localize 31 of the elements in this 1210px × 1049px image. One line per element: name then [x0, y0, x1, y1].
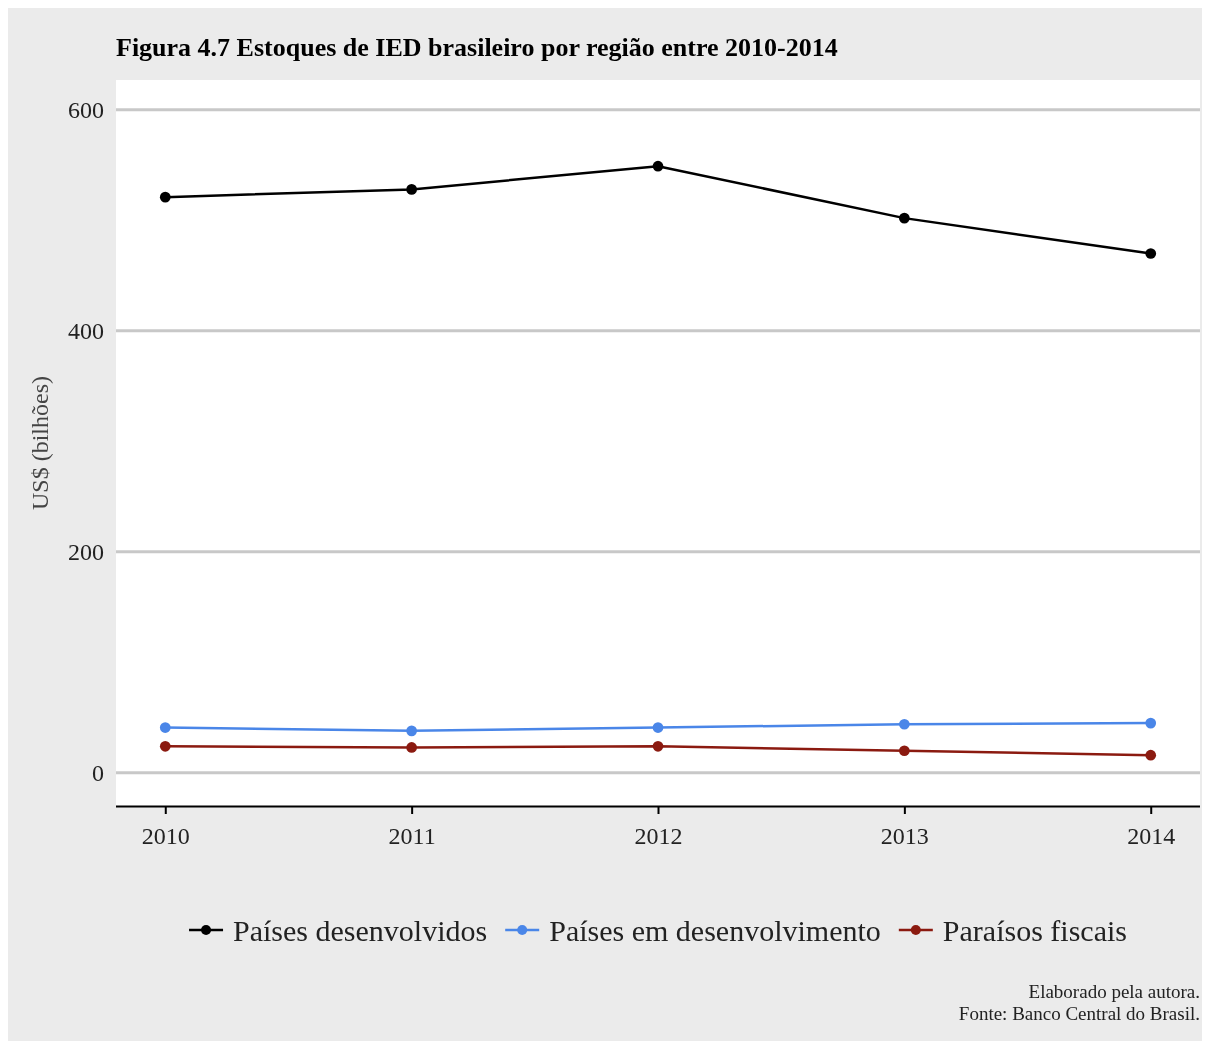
- y-tick-label: 0: [92, 760, 104, 787]
- point: [1145, 717, 1157, 729]
- legend-label: Paraísos fiscais: [942, 913, 1127, 947]
- point: [406, 725, 417, 737]
- y-tick-label: 600: [68, 97, 104, 124]
- y-tick-label: 400: [68, 318, 104, 345]
- point: [159, 740, 171, 752]
- point: [652, 160, 664, 172]
- point: [899, 718, 910, 730]
- x-tick-label: 2014: [1127, 822, 1176, 849]
- point: [159, 191, 171, 203]
- point: [899, 212, 910, 224]
- point: [159, 722, 171, 733]
- chart-title: Figura 4.7 Estoques de IED brasileiro por região entre 2010-2014: [116, 33, 838, 62]
- source-note: Fonte: Banco Central do Brasil.: [958, 1003, 1200, 1024]
- x-tick-label: 2011: [388, 822, 436, 849]
- point: [652, 722, 664, 733]
- point: [406, 184, 417, 195]
- legend-label: Países em desenvolvimento: [549, 913, 881, 947]
- x-tick-label: 2010: [141, 822, 190, 849]
- text: Elaborado pela autora.: [1028, 981, 1200, 1002]
- legend-label: Países desenvolvidos: [233, 913, 488, 947]
- point: [899, 745, 910, 757]
- point: [652, 740, 664, 752]
- x-tick-label: 2013: [880, 822, 929, 849]
- x-tick-label: 2012: [634, 822, 683, 849]
- point: [1145, 248, 1157, 259]
- y-axis-title: US$ (bilhões): [27, 376, 53, 510]
- point: [1145, 749, 1157, 761]
- y-tick-label: 200: [68, 539, 104, 566]
- point: [406, 742, 417, 753]
